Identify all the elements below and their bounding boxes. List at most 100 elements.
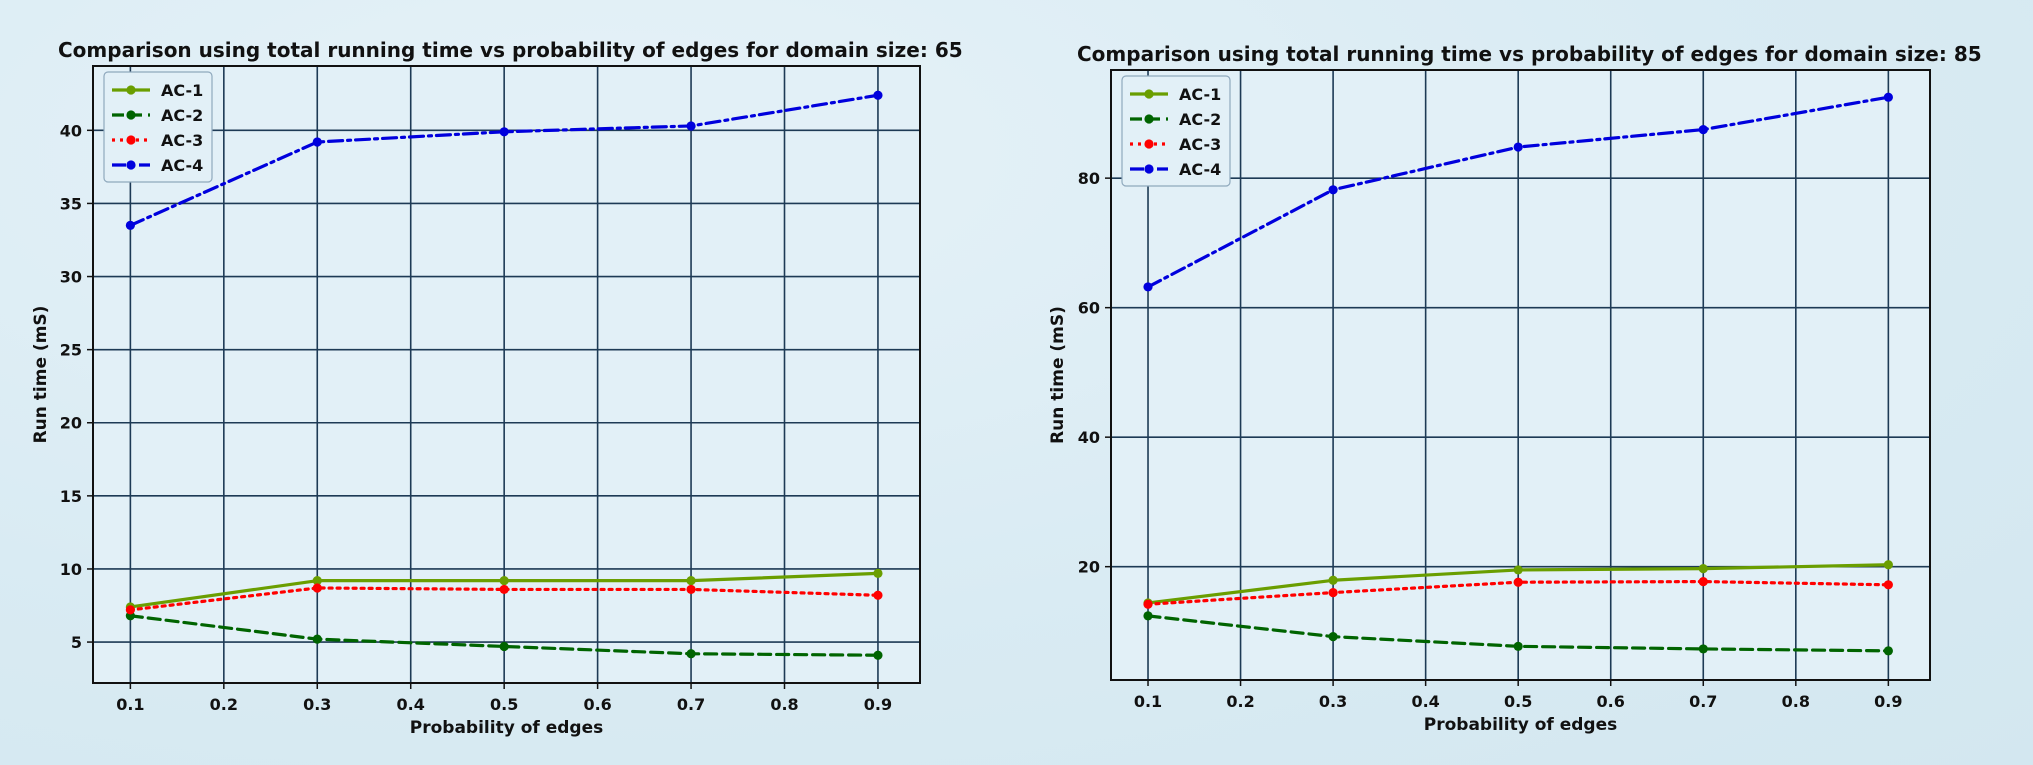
x-tick-label: 0.7: [677, 695, 705, 714]
legend-label-ac-1: AC-1: [161, 81, 203, 100]
legend-label-ac-3: AC-3: [1179, 135, 1221, 154]
x-tick-label: 0.6: [1597, 692, 1625, 711]
x-tick-label: 0.6: [583, 695, 611, 714]
x-tick-label: 0.8: [1782, 692, 1810, 711]
data-point-ac-4: [686, 121, 696, 131]
y-tick-label: 15: [60, 487, 82, 506]
chart-domain-65: 0.1 0.2 0.3 0.4 0.5 0.6 0.7 0.8 0.9 5 10 15 20 25 30 35…: [31, 38, 963, 738]
legend-marker-ac-3: [126, 135, 136, 145]
data-point-ac-2: [1883, 646, 1893, 656]
data-point-ac-4: [1883, 92, 1893, 102]
x-tick-label: 0.5: [1504, 692, 1532, 711]
y-tick-label: 10: [60, 560, 82, 579]
data-point-ac-4: [1513, 142, 1523, 152]
x-tick-label: 0.5: [490, 695, 518, 714]
x-tick-label: 0.9: [864, 695, 892, 714]
data-point-ac-3: [1883, 580, 1893, 590]
legend-marker-ac-2: [126, 110, 136, 120]
legend-label-ac-4: AC-4: [161, 156, 203, 175]
data-point-ac-1: [1328, 575, 1338, 585]
plot-frame: [92, 65, 921, 684]
x-tick-label: 0.9: [1874, 692, 1902, 711]
chart-title: Comparison using total running time vs p…: [1077, 42, 1982, 66]
x-tick-label: 0.1: [116, 695, 144, 714]
x-axis-label: Probability of edges: [410, 718, 603, 738]
x-tick-label: 0.8: [770, 695, 798, 714]
data-point-ac-2: [873, 650, 883, 660]
x-tick-label: 0.4: [397, 695, 425, 714]
data-point-ac-1: [1513, 565, 1523, 575]
legend-marker-ac-2: [1144, 114, 1154, 124]
x-tick-label: 0.4: [1411, 692, 1439, 711]
y-axis-label: Run time (mS): [1048, 306, 1068, 444]
y-axis-label: Run time (mS): [31, 306, 51, 444]
data-point-ac-4: [499, 127, 509, 137]
data-point-ac-3: [1143, 599, 1153, 609]
legend-box: [1121, 75, 1231, 187]
legend-box: [103, 71, 213, 183]
y-tick-label: 40: [60, 121, 82, 140]
data-point-ac-1: [686, 576, 696, 586]
data-point-ac-2: [1513, 641, 1523, 651]
x-tick-label: 0.2: [1226, 692, 1254, 711]
legend-label-ac-4: AC-4: [1179, 160, 1221, 179]
data-point-ac-4: [312, 137, 322, 147]
data-point-ac-2: [1143, 611, 1153, 621]
data-point-ac-3: [499, 584, 509, 595]
data-point-ac-2: [686, 649, 696, 659]
plot-frame: [1110, 69, 1931, 681]
legend-marker-ac-4: [1144, 164, 1154, 174]
y-tick-label: 20: [60, 414, 82, 433]
data-point-ac-3: [1328, 587, 1338, 598]
y-tick-label: 80: [1078, 169, 1100, 188]
x-tick-label: 0.3: [1319, 692, 1347, 711]
plot-area: [1110, 69, 1931, 681]
data-point-ac-1: [873, 568, 883, 578]
legend-marker-ac-4: [126, 160, 136, 170]
y-tick-label: 35: [60, 194, 82, 213]
y-tick-label: 30: [60, 268, 82, 287]
legend: AC-1 AC-2 AC-3 AC-4: [103, 71, 213, 183]
legend-marker-ac-1: [126, 85, 136, 95]
x-tick-label: 0.7: [1689, 692, 1717, 711]
y-tick-label: 5: [71, 633, 82, 652]
data-point-ac-1: [312, 576, 322, 586]
data-point-ac-1: [1698, 564, 1708, 574]
y-tick-label: 60: [1078, 299, 1100, 318]
legend: AC-1 AC-2 AC-3 AC-4: [1121, 75, 1231, 187]
data-point-ac-1: [1883, 560, 1893, 570]
data-point-ac-1: [499, 576, 509, 586]
legend-label-ac-1: AC-1: [1179, 85, 1221, 104]
data-point-ac-3: [686, 584, 696, 595]
x-tick-label: 0.3: [303, 695, 331, 714]
series-line-ac-2: [128, 614, 880, 657]
x-tick-label: 0.1: [1134, 692, 1162, 711]
data-point-ac-2: [312, 634, 322, 644]
legend-label-ac-3: AC-3: [161, 131, 203, 150]
y-tick-label: 20: [1078, 558, 1100, 577]
data-point-ac-2: [499, 641, 509, 652]
data-point-ac-2: [1698, 644, 1708, 654]
y-tick-label: 40: [1078, 428, 1100, 447]
data-point-ac-4: [1698, 124, 1708, 135]
legend-label-ac-2: AC-2: [1179, 110, 1221, 129]
data-point-ac-4: [1328, 185, 1338, 195]
data-point-ac-3: [1698, 576, 1708, 587]
data-point-ac-3: [312, 583, 322, 593]
legend-label-ac-2: AC-2: [161, 106, 203, 125]
data-point-ac-4: [1143, 282, 1153, 292]
data-point-ac-3: [873, 590, 883, 600]
chart-domain-85: 0.1 0.2 0.3 0.4 0.5 0.6 0.7 0.8 0.9 20 40 60 80 Compa…: [1048, 42, 1982, 735]
data-point-ac-2: [1328, 632, 1338, 642]
data-point-ac-4: [125, 220, 135, 230]
data-point-ac-3: [125, 605, 135, 615]
y-tick-label: 25: [60, 341, 82, 360]
legend-marker-ac-3: [1144, 139, 1154, 149]
x-tick-label: 0.2: [210, 695, 238, 714]
data-point-ac-4: [873, 90, 883, 100]
legend-marker-ac-1: [1144, 89, 1154, 99]
x-axis-label: Probability of edges: [1424, 715, 1617, 735]
chart-title: Comparison using total running time vs p…: [58, 38, 963, 62]
data-point-ac-3: [1513, 577, 1523, 587]
